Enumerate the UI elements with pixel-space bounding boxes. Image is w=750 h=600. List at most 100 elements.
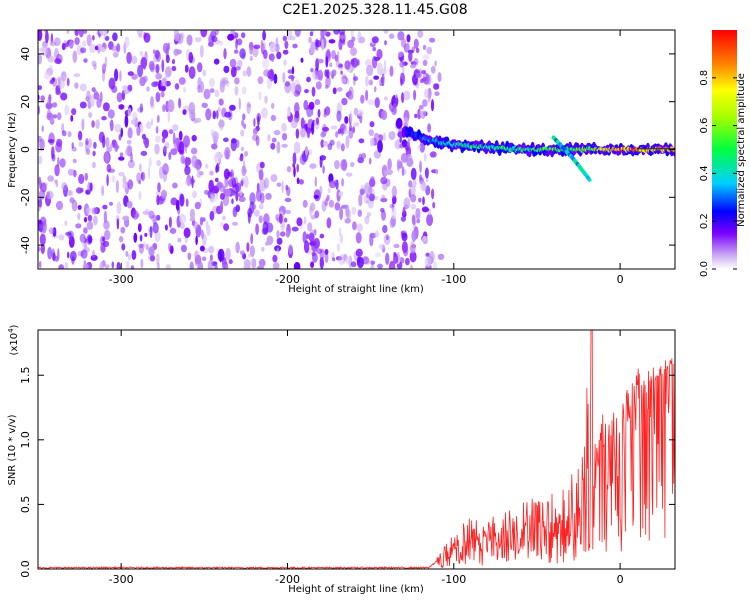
noise-blob bbox=[217, 248, 225, 262]
noise-blob bbox=[261, 246, 265, 252]
noise-blob bbox=[199, 81, 205, 93]
x-tick-label: -100 bbox=[441, 273, 466, 286]
noise-blob bbox=[150, 118, 154, 126]
noise-blob bbox=[118, 134, 122, 141]
noise-blob bbox=[350, 161, 355, 168]
noise-blob bbox=[316, 117, 319, 125]
noise-blob bbox=[38, 199, 43, 208]
noise-blob bbox=[199, 245, 205, 252]
noise-blob bbox=[93, 215, 98, 226]
noise-blob bbox=[61, 43, 66, 51]
noise-blob bbox=[156, 194, 160, 206]
noise-blob bbox=[262, 221, 269, 235]
noise-blob bbox=[271, 55, 274, 63]
noise-blob bbox=[127, 253, 131, 261]
noise-blob bbox=[286, 230, 290, 238]
noise-blob bbox=[47, 175, 55, 182]
noise-blob bbox=[255, 188, 262, 202]
noise-blob bbox=[239, 156, 244, 162]
noise-blob bbox=[82, 40, 87, 47]
noise-blob bbox=[223, 48, 227, 60]
y-tick-label: 0 bbox=[19, 146, 32, 153]
noise-blob bbox=[262, 30, 266, 41]
noise-blob bbox=[427, 123, 431, 133]
noise-blob bbox=[388, 131, 396, 141]
noise-blob bbox=[38, 176, 41, 185]
noise-blob bbox=[93, 92, 100, 100]
noise-blob bbox=[339, 233, 344, 244]
noise-blob bbox=[83, 58, 88, 63]
noise-blob bbox=[55, 89, 61, 96]
noise-blob bbox=[324, 249, 329, 255]
noise-blob bbox=[209, 254, 213, 262]
noise-blob bbox=[171, 65, 177, 72]
noise-blob bbox=[374, 230, 380, 238]
colorbar-tick-label: 0.8 bbox=[699, 70, 710, 86]
noise-blob bbox=[422, 44, 427, 51]
noise-blob bbox=[294, 110, 300, 119]
noise-blob bbox=[207, 259, 214, 269]
noise-blob bbox=[120, 226, 126, 234]
noise-blob bbox=[119, 70, 122, 82]
noise-blob bbox=[363, 182, 371, 195]
noise-blob bbox=[160, 85, 167, 92]
noise-blob bbox=[55, 179, 59, 188]
noise-blob bbox=[60, 92, 68, 101]
noise-blob bbox=[348, 124, 353, 132]
noise-blob bbox=[417, 144, 422, 150]
noise-blob bbox=[152, 222, 159, 234]
noise-blob bbox=[202, 69, 206, 77]
noise-blob bbox=[54, 37, 61, 47]
noise-blob bbox=[212, 131, 219, 142]
noise-blob bbox=[188, 51, 194, 64]
noise-blob bbox=[161, 59, 165, 73]
noise-blob bbox=[225, 247, 231, 261]
noise-blob bbox=[223, 223, 230, 231]
noise-blob bbox=[93, 63, 97, 70]
noise-blob bbox=[322, 126, 329, 132]
y-tick-label: -20 bbox=[19, 188, 32, 206]
noise-blob bbox=[77, 130, 83, 141]
noise-blob bbox=[356, 223, 364, 232]
noise-blob bbox=[373, 86, 377, 93]
noise-blob bbox=[229, 58, 237, 68]
noise-blob bbox=[412, 178, 417, 188]
noise-blob bbox=[356, 256, 361, 264]
noise-blob bbox=[293, 261, 301, 269]
noise-blob bbox=[105, 136, 110, 148]
noise-blob bbox=[399, 143, 405, 149]
noise-blob bbox=[102, 63, 106, 74]
noise-blob bbox=[214, 30, 219, 36]
noise-blob bbox=[118, 172, 125, 177]
noise-blob bbox=[104, 229, 111, 241]
noise-blob bbox=[218, 119, 225, 128]
noise-blob bbox=[127, 127, 133, 139]
noise-blob bbox=[403, 90, 411, 101]
noise-blob bbox=[179, 193, 185, 207]
noise-blob bbox=[377, 263, 383, 269]
noise-blob bbox=[170, 148, 178, 156]
noise-blob bbox=[138, 243, 145, 248]
noise-blob bbox=[83, 216, 88, 223]
noise-blob bbox=[211, 35, 218, 43]
noise-blob bbox=[336, 243, 341, 252]
noise-blob bbox=[340, 143, 345, 152]
noise-blob bbox=[334, 54, 338, 62]
noise-blob bbox=[249, 192, 256, 205]
noise-blob bbox=[309, 206, 313, 217]
noise-blob bbox=[45, 102, 53, 110]
noise-blob bbox=[162, 42, 170, 54]
noise-blob bbox=[112, 32, 118, 42]
noise-blob bbox=[401, 38, 407, 48]
noise-blob bbox=[172, 124, 179, 130]
noise-blob bbox=[402, 206, 406, 216]
noise-blob bbox=[165, 264, 171, 269]
noise-blob bbox=[338, 254, 345, 266]
noise-blob bbox=[358, 138, 365, 144]
noise-blob bbox=[95, 119, 100, 129]
noise-blob bbox=[234, 85, 239, 96]
noise-blob bbox=[178, 141, 185, 154]
noise-blob bbox=[251, 258, 257, 269]
noise-blob bbox=[336, 110, 342, 122]
noise-blob bbox=[397, 31, 405, 41]
